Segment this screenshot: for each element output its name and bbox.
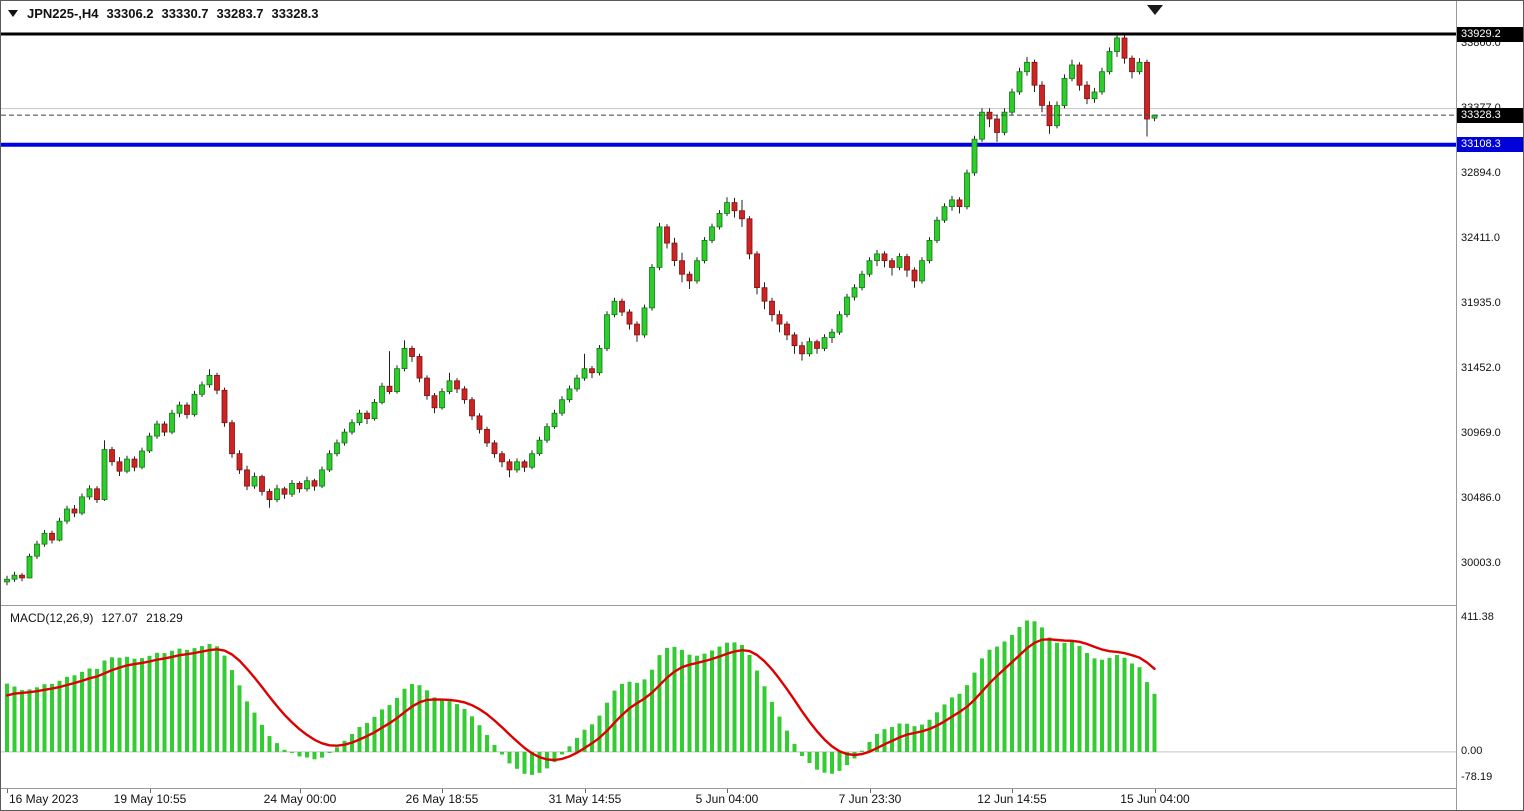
ohlc-high: 33330.7 — [161, 6, 209, 21]
price-grid-label: 31935.0 — [1461, 297, 1501, 309]
macd-name: MACD(12,26,9) — [10, 611, 94, 625]
time-axis-divider — [1, 788, 1523, 789]
time-axis-label: 16 May 2023 — [9, 792, 79, 806]
price-tag: 33328.3 — [1457, 108, 1523, 123]
time-axis-label: 26 May 18:55 — [405, 792, 479, 806]
time-axis-label: 31 May 14:55 — [548, 792, 622, 806]
price-grid-label: 32411.0 — [1461, 232, 1500, 244]
time-axis-label: 19 May 10:55 — [113, 792, 187, 806]
price-tag: 33929.2 — [1457, 27, 1523, 42]
ohlc-close: 33328.3 — [271, 6, 319, 21]
price-grid-label: 31452.0 — [1461, 362, 1501, 374]
price-chart-canvas[interactable] — [1, 1, 1457, 605]
time-axis-tick — [727, 789, 728, 793]
time-axis-tick — [442, 789, 443, 793]
macd-axis-label: 411.38 — [1461, 611, 1494, 623]
time-axis-tick — [7, 789, 8, 793]
macd-signal-value: 218.29 — [146, 611, 183, 625]
price-grid-label: 30003.0 — [1461, 557, 1501, 569]
ohlc-open: 33306.2 — [106, 6, 154, 21]
time-axis-tick — [150, 789, 151, 793]
ohlc-low: 33283.7 — [216, 6, 264, 21]
time-axis-label: 5 Jun 04:00 — [695, 792, 759, 806]
price-grid-label: 32894.0 — [1461, 167, 1501, 179]
chart-shift-marker-icon[interactable] — [1147, 5, 1163, 15]
macd-axis-label: -78.19 — [1461, 771, 1493, 783]
time-axis-tick — [1012, 789, 1013, 793]
time-axis-label: 24 May 00:00 — [263, 792, 337, 806]
macd-main-value: 127.07 — [101, 611, 139, 625]
price-axis[interactable]: 33860.033377.032894.032411.031935.031452… — [1456, 1, 1523, 810]
time-axis-label: 15 Jun 04:00 — [1120, 792, 1190, 806]
macd-chart-canvas[interactable] — [1, 606, 1457, 789]
time-axis-tick — [585, 789, 586, 793]
time-axis-tick — [300, 789, 301, 793]
macd-axis-label: 0.00 — [1461, 745, 1483, 757]
chart-title: JPN225-,H4 33306.2 33330.7 33283.7 33328… — [8, 6, 319, 21]
price-grid-label: 30969.0 — [1461, 427, 1501, 439]
time-axis[interactable]: 16 May 2023 19 May 10:55 24 May 00:00 26 Ma… — [1, 789, 1457, 810]
time-axis-label: 7 Jun 23:30 — [838, 792, 902, 806]
panel-divider[interactable] — [1, 605, 1523, 606]
price-tag: 33108.3 — [1457, 137, 1523, 152]
time-axis-tick — [1155, 789, 1156, 793]
time-axis-label: 12 Jun 14:55 — [977, 792, 1047, 806]
time-axis-tick — [870, 789, 871, 793]
symbol-period-label: JPN225-,H4 — [27, 6, 99, 21]
macd-indicator-label: MACD(12,26,9) 127.07 218.29 — [10, 611, 183, 625]
dropdown-arrow-icon — [8, 10, 18, 17]
price-grid-label: 30486.0 — [1461, 492, 1501, 504]
